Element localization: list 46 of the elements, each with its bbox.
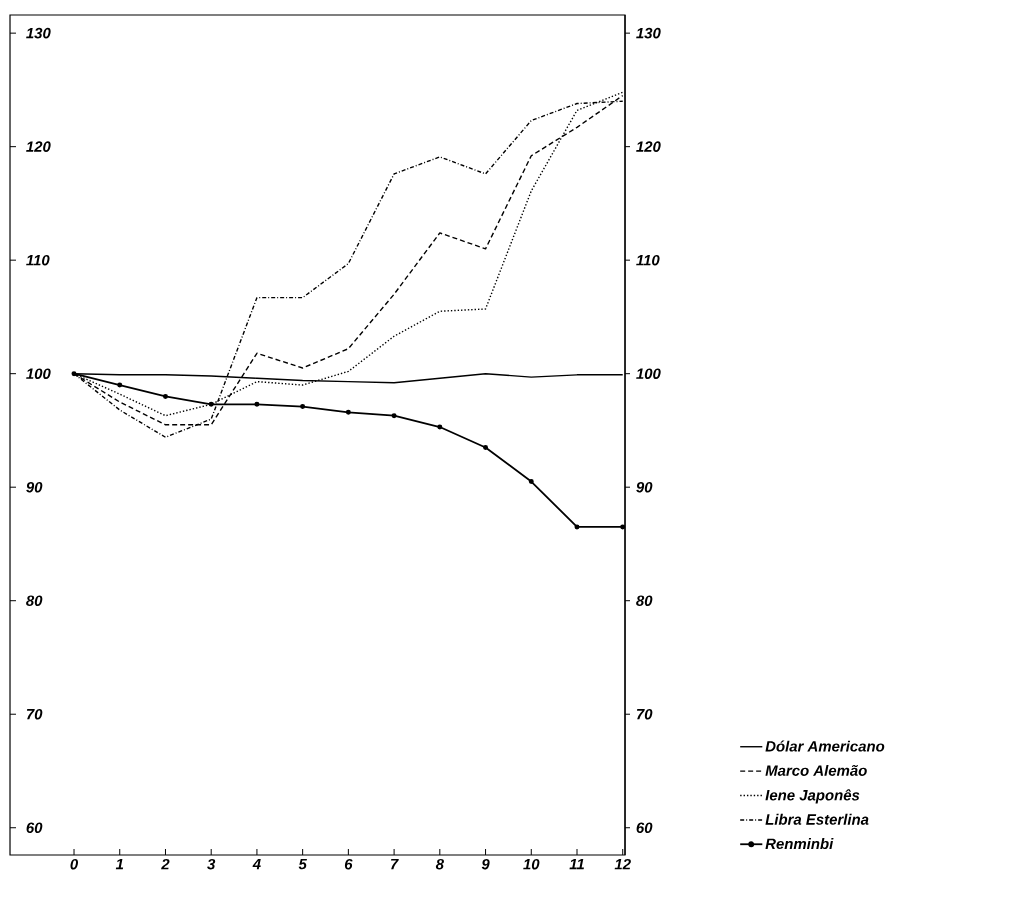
- y2-tick-label: 110: [636, 254, 660, 266]
- x-tick-label: 2: [161, 858, 170, 870]
- x-tick-label: 0: [70, 858, 79, 870]
- y-tick-label: 60: [26, 822, 43, 834]
- x-tick-label: 7: [390, 858, 399, 870]
- y-tick-label: 100: [26, 368, 51, 379]
- point: [208, 401, 214, 407]
- y2-tick-label: 60: [636, 822, 653, 834]
- y-tick-label: 70: [26, 708, 43, 720]
- point: [345, 409, 351, 415]
- x-tick-label: 11: [569, 858, 584, 870]
- point: [71, 371, 77, 377]
- x-tick-label: 9: [481, 858, 490, 870]
- legend-label: Libra Esterlina: [765, 813, 869, 825]
- point: [254, 401, 260, 407]
- y-tick-label: 110: [26, 254, 50, 266]
- y-tick-label: 130: [26, 27, 51, 39]
- y2-tick-label: 130: [636, 27, 661, 39]
- point: [483, 444, 489, 450]
- point: [162, 393, 168, 399]
- x-tick-label: 6: [344, 858, 353, 870]
- y2-tick-label: 120: [636, 141, 661, 152]
- y-tick-label: 90: [26, 481, 43, 493]
- y2-tick-label: 70: [636, 708, 653, 720]
- point: [391, 413, 397, 419]
- point: [300, 404, 306, 410]
- y-tick-label: 120: [26, 141, 51, 152]
- x-tick-label: 12: [614, 858, 631, 870]
- x-tick-label: 3: [207, 858, 216, 870]
- point: [574, 524, 580, 530]
- point: [528, 479, 534, 485]
- y2-tick-label: 100: [636, 368, 661, 379]
- legend-label: Iene Japonês: [765, 789, 860, 804]
- x-tick-label: 8: [435, 858, 444, 870]
- y2-tick-label: 80: [636, 595, 653, 606]
- x-tick-label: 10: [523, 858, 540, 870]
- legend-label: Renminbi: [765, 838, 834, 850]
- x-tick-label: 1: [115, 858, 124, 870]
- legend-label: Marco Alemão: [765, 764, 867, 776]
- y-tick-label: 80: [26, 595, 43, 606]
- x-tick-label: 5: [298, 858, 307, 870]
- point: [117, 382, 123, 388]
- y2-tick-label: 90: [636, 481, 653, 493]
- point: [437, 424, 443, 430]
- legend-label: Dólar Americano: [765, 740, 885, 752]
- x-tick-label: 4: [252, 858, 261, 870]
